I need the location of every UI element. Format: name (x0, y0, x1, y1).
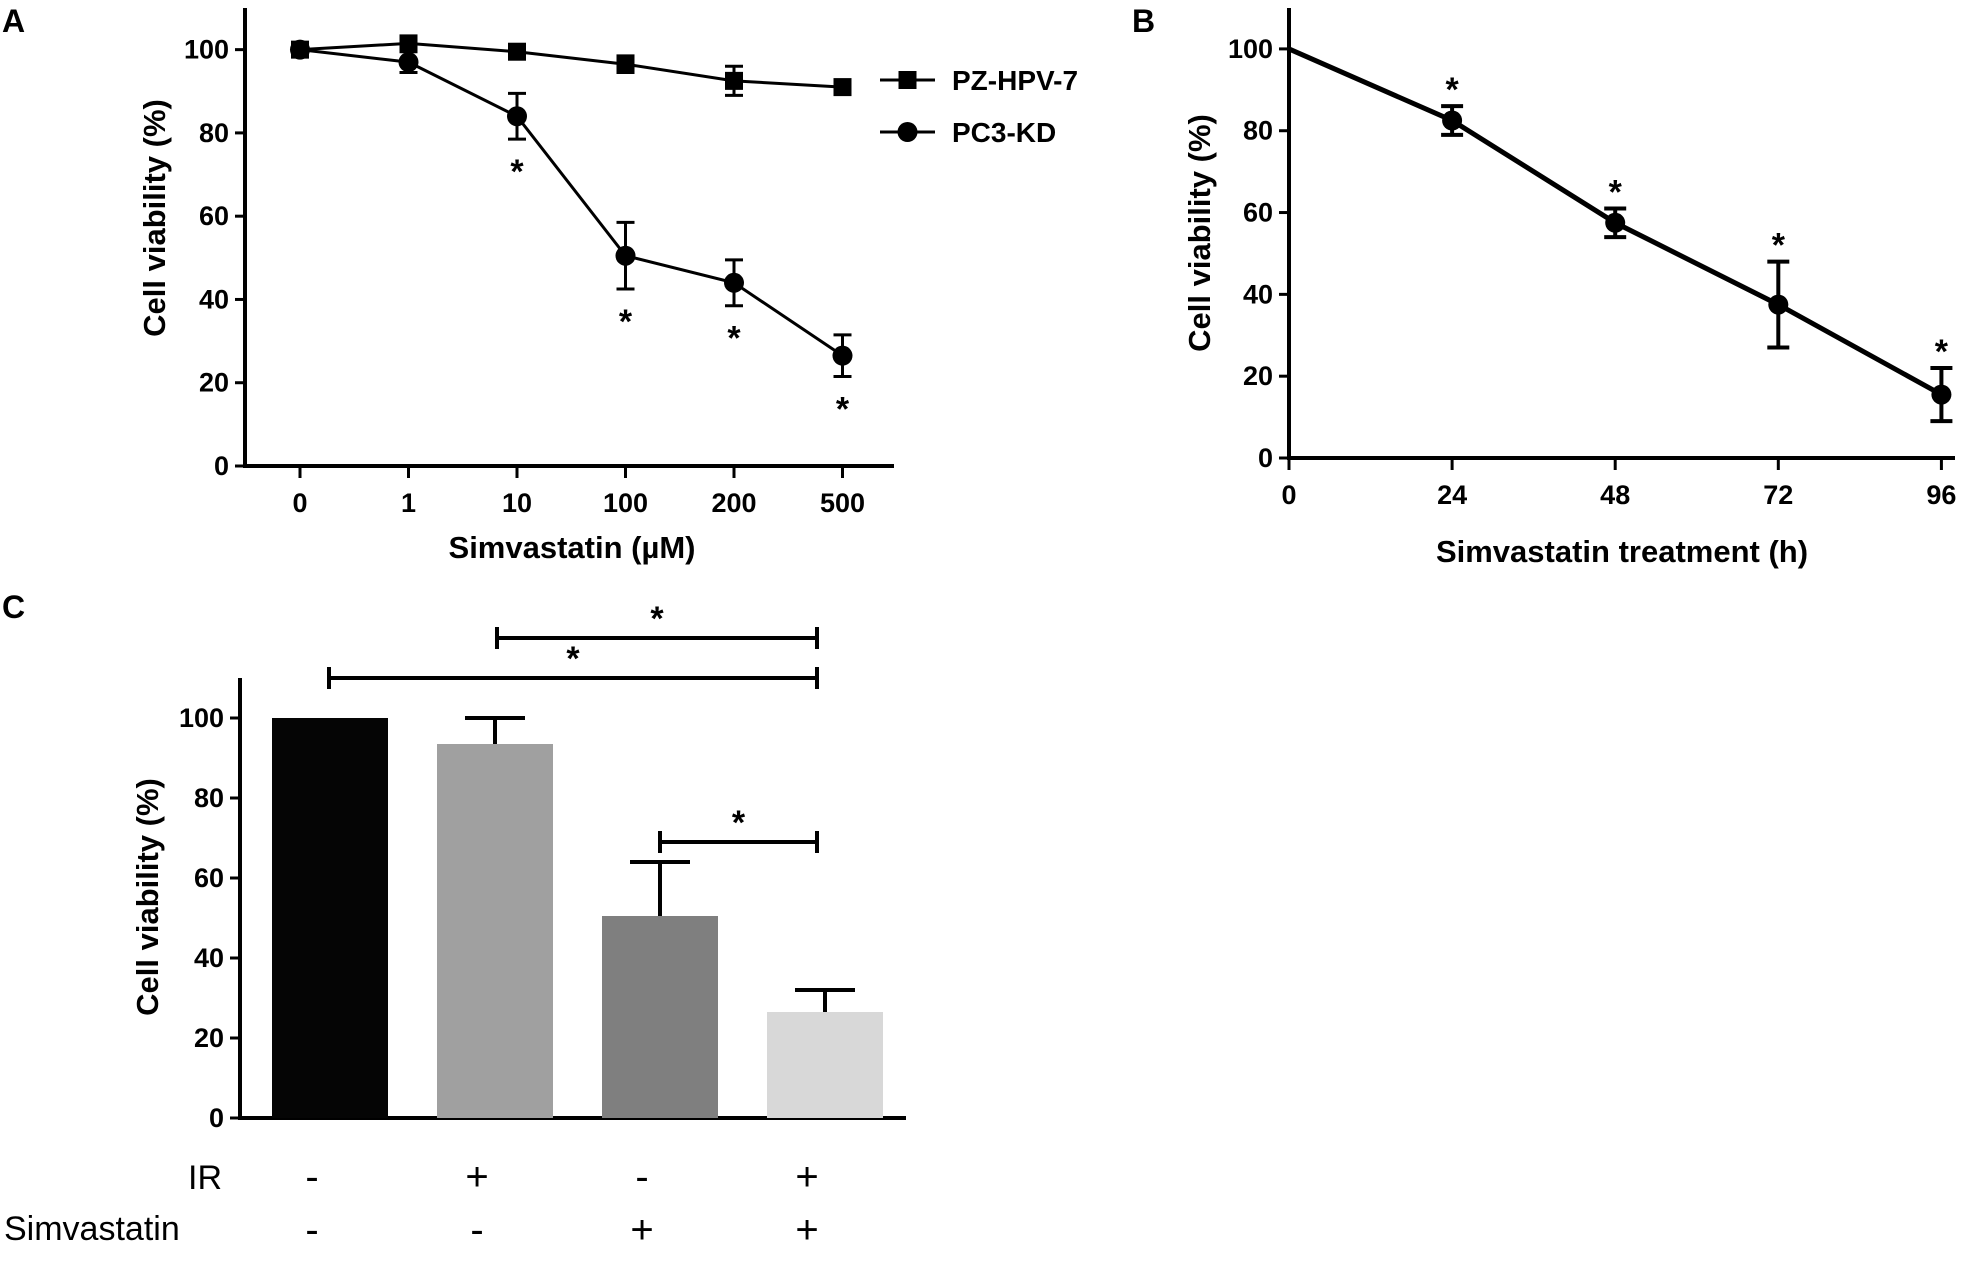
panel-b-x-tick-label: 0 (1281, 480, 1296, 510)
panel-c-y-tick-label: 80 (194, 783, 224, 813)
bar (437, 744, 553, 1118)
significance-star: * (1772, 227, 1786, 265)
panel-c-letter: C (2, 589, 25, 625)
condition-sign-ir: - (305, 1155, 318, 1199)
panel-b-axes: 0 20 40 60 80 100 0 24 48 72 96 (1228, 8, 1956, 510)
panel-c-y-tick-label: 20 (194, 1023, 224, 1053)
data-point-pc3-kd (507, 106, 527, 127)
panel-b-letter: B (1132, 3, 1155, 39)
data-point-pz-hpv-7 (833, 78, 852, 97)
panel-a: A 0 20 40 60 80 100 0 1 10 100 200 500 * * * * PZ-HPV-7… (2, 3, 1078, 565)
panel-b: B 0 20 40 60 80 100 0 24 48 72 96 * * * * Cell viabil… (1132, 3, 1956, 569)
panel-c-y-tick-label: 60 (194, 863, 224, 893)
data-point-time-course (1605, 212, 1626, 233)
panel-a-x-axis-title: Simvastatin (µM) (449, 530, 696, 565)
legend-label-pc3-kd: PC3-KD (952, 117, 1056, 148)
data-point-time-course (1442, 110, 1463, 131)
panel-b-y-tick-label: 20 (1243, 361, 1273, 391)
legend-marker-pz-hpv-7 (898, 71, 917, 89)
data-point-pc3-kd (615, 245, 636, 266)
panel-b-y-axis-title: Cell viability (%) (1182, 114, 1217, 352)
panel-a-x-tick-label: 200 (711, 488, 756, 518)
panel-a-y-tick-label: 80 (199, 118, 229, 148)
panel-a-x-tick-label: 500 (820, 488, 865, 518)
data-point-pz-hpv-7 (725, 71, 743, 90)
panel-c-y-tick-label: 0 (209, 1103, 224, 1133)
panel-b-y-tick-label: 0 (1258, 443, 1273, 473)
legend-label-pz-hpv-7: PZ-HPV-7 (952, 65, 1078, 96)
series-line-pc3-kd (299, 48, 844, 357)
condition-sign-simvastatin: - (305, 1208, 318, 1252)
significance-star: * (727, 320, 741, 358)
panel-c-y-tick-label: 100 (179, 703, 224, 733)
panel-c-y-axis-title: Cell viability (%) (130, 778, 165, 1016)
panel-b-marks: * * * * (1287, 46, 1953, 424)
panel-a-y-tick-label: 40 (199, 284, 229, 314)
significance-star: * (1609, 173, 1623, 211)
condition-sign-simvastatin: - (470, 1208, 483, 1252)
comparison-star: * (650, 600, 664, 638)
panel-a-y-tick-label: 0 (214, 451, 229, 481)
data-point-pc3-kd (724, 272, 744, 293)
data-point-pc3-kd (832, 345, 853, 366)
data-point-pc3-kd (290, 39, 310, 60)
significance-star: * (619, 303, 633, 341)
condition-sign-ir: + (465, 1155, 488, 1199)
panel-a-marks: * * * * PZ-HPV-7 PC3-KD (290, 34, 1078, 428)
condition-sign-simvastatin: + (795, 1208, 818, 1252)
panel-c-y-tick-label: 40 (194, 943, 224, 973)
comparison-star: * (732, 804, 746, 842)
significance-star: * (1445, 71, 1459, 109)
panel-b-y-tick-label: 100 (1228, 34, 1273, 64)
panel-a-y-tick-label: 60 (199, 201, 229, 231)
bar (602, 916, 718, 1118)
bar (767, 1012, 883, 1118)
panel-b-x-tick-label: 96 (1926, 480, 1956, 510)
panel-a-y-tick-label: 20 (199, 368, 229, 398)
panel-a-x-tick-label: 1 (401, 488, 416, 518)
condition-sign-simvastatin: + (630, 1208, 653, 1252)
significance-star: * (836, 390, 850, 428)
panel-a-y-tick-label: 100 (184, 35, 229, 65)
panel-a-y-axis-title: Cell viability (%) (137, 99, 172, 337)
panel-b-x-axis-title: Simvastatin treatment (h) (1436, 534, 1808, 569)
bar (272, 718, 388, 1118)
panel-a-x-tick-label: 100 (603, 488, 648, 518)
condition-label-ir: IR (188, 1159, 222, 1197)
significance-star: * (510, 153, 524, 191)
data-point-pz-hpv-7 (616, 55, 635, 74)
data-point-time-course (1931, 384, 1952, 405)
legend-marker-pc3-kd (897, 122, 918, 142)
panel-a-axes: 0 20 40 60 80 100 0 1 10 100 200 500 (184, 8, 894, 518)
panel-b-y-tick-label: 60 (1243, 198, 1273, 228)
panel-b-x-tick-label: 72 (1763, 480, 1793, 510)
data-point-pz-hpv-7 (399, 34, 418, 53)
panel-c-marks: * * * - + - + - - + + (272, 600, 883, 1252)
condition-sign-ir: - (635, 1155, 648, 1199)
data-point-pc3-kd (398, 52, 419, 73)
data-point-time-course (1768, 294, 1789, 315)
condition-label-simvastatin: Simvastatin (4, 1210, 180, 1248)
panel-a-letter: A (2, 3, 25, 39)
data-point-pz-hpv-7 (508, 42, 526, 61)
panel-c: C 0 20 40 60 80 100 * * * - + - + - - + + Cell viabilit… (2, 589, 906, 1252)
panel-a-x-tick-label: 0 (292, 488, 307, 518)
series-line-pz-hpv-7 (299, 41, 843, 89)
comparison-star: * (566, 640, 580, 678)
panel-b-x-tick-label: 48 (1600, 480, 1630, 510)
panel-b-y-tick-label: 80 (1243, 116, 1273, 146)
panel-b-y-tick-label: 40 (1243, 279, 1273, 309)
condition-sign-ir: + (795, 1155, 818, 1199)
panel-b-x-tick-label: 24 (1437, 480, 1467, 510)
panel-a-x-tick-label: 10 (502, 488, 532, 518)
significance-star: * (1935, 333, 1949, 371)
